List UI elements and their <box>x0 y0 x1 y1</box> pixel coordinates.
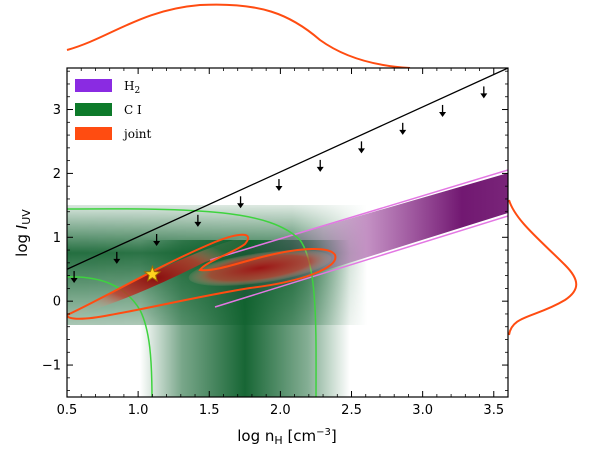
y-tick-label: −1 <box>42 359 61 374</box>
x-tick-label: 2.5 <box>341 403 362 418</box>
legend: H2 C I joint <box>75 79 152 141</box>
star-marker <box>143 264 162 282</box>
legend-swatch-h2 <box>75 79 112 92</box>
upper-limit-arrow <box>113 251 121 264</box>
legend-label-joint: joint <box>122 127 152 141</box>
x-tick-label: 0.5 <box>57 403 78 418</box>
x-tick-label: 3.0 <box>412 403 433 418</box>
legend-label-h2: H2 <box>124 79 140 96</box>
upper-limit-arrow <box>399 122 407 135</box>
upper-limit-arrow <box>70 271 78 284</box>
plot-area <box>67 68 508 397</box>
ci-contour-outer <box>67 208 317 397</box>
upper-limit-line <box>67 68 508 270</box>
x-axis-label: log nH [cm−3] <box>237 427 337 447</box>
x-tick-label: 3.5 <box>483 403 504 418</box>
upper-limit-arrow <box>194 214 202 227</box>
legend-label-ci: C I <box>124 103 142 117</box>
x-tick-label: 1.0 <box>128 403 149 418</box>
h2-contour <box>209 169 508 308</box>
legend-swatch-ci <box>75 103 112 116</box>
x-axis: 0.5 1.0 1.5 2.0 2.5 3.0 3.5 <box>57 68 504 418</box>
y-axis: −1 0 1 2 3 <box>42 70 508 392</box>
upper-limit-arrow <box>480 86 488 99</box>
plot-frame <box>66 67 509 398</box>
upper-limit-arrow <box>275 179 283 192</box>
upper-limit-group <box>67 68 508 284</box>
y-axis-label: log IUV <box>13 209 33 257</box>
upper-limit-arrow <box>237 196 245 209</box>
y-tick-label: 3 <box>53 103 61 118</box>
y-tick-label: 0 <box>53 295 61 310</box>
marginal-x-curve <box>66 3 411 69</box>
x-tick-label: 2.0 <box>270 403 291 418</box>
joint-contour <box>67 233 337 320</box>
upper-limit-arrow <box>153 233 161 246</box>
marginal-y-curve <box>508 199 578 336</box>
upper-limit-arrow <box>439 104 447 117</box>
upper-limit-arrow <box>316 159 324 172</box>
y-tick-label: 2 <box>53 167 61 182</box>
joint-density-2 <box>188 250 332 286</box>
y-tick-label: 1 <box>53 231 61 246</box>
upper-limit-arrow <box>357 141 365 154</box>
x-tick-label: 1.5 <box>199 403 220 418</box>
legend-swatch-joint <box>75 127 112 140</box>
